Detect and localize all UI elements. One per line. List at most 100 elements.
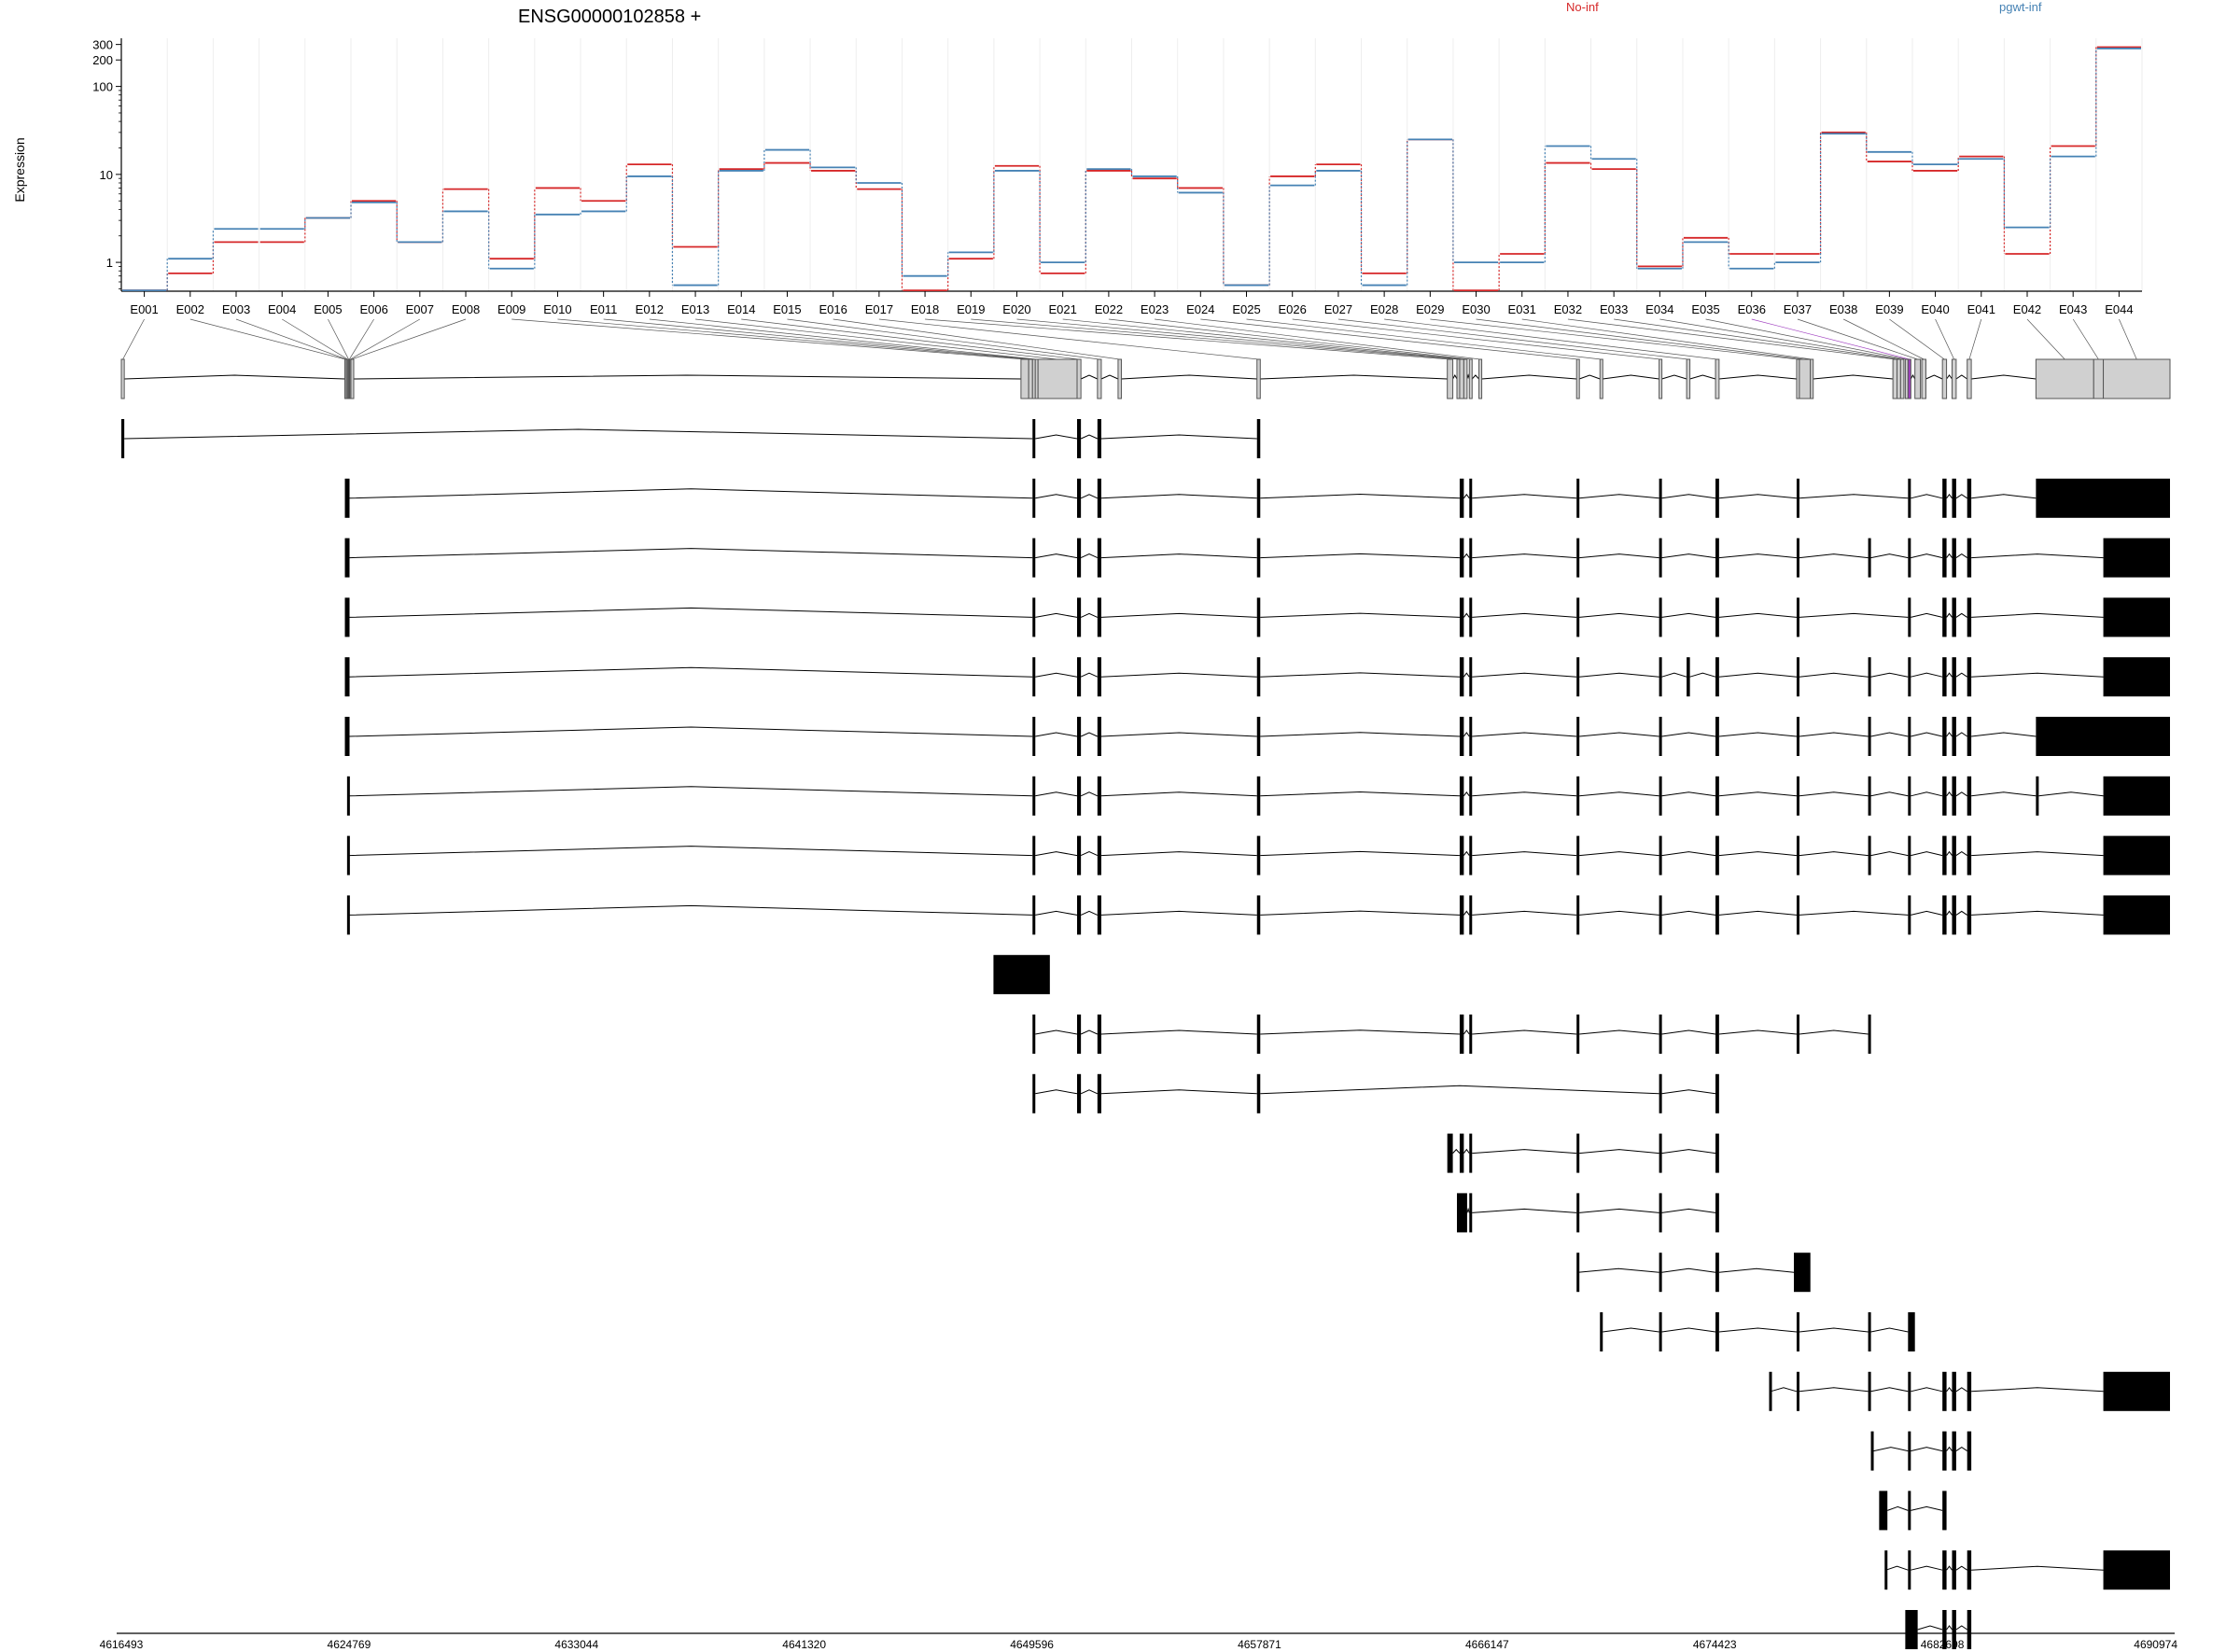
transcript-intron — [1579, 1208, 1659, 1213]
model-intron — [1080, 374, 1099, 380]
grid-lines — [120, 38, 2143, 291]
transcript-intron — [1472, 1029, 1577, 1035]
model-exon — [1463, 358, 1468, 399]
y-axis-label: Expression — [12, 137, 27, 202]
transcript-exon — [1952, 895, 1956, 935]
exon-connector — [511, 318, 1026, 360]
transcript-exon — [1256, 478, 1261, 518]
transcript — [346, 776, 2170, 816]
transcript-exon — [1077, 895, 1082, 935]
genome-tick-label: 4624769 — [328, 1638, 371, 1651]
transcript-exon — [1032, 776, 1036, 816]
transcript-exon — [1687, 657, 1690, 697]
transcript-exon — [1459, 1133, 1464, 1173]
transcript-exon — [1032, 1073, 1036, 1113]
transcript-exon — [1659, 717, 1662, 756]
transcript-intron — [1463, 672, 1470, 678]
transcript-intron — [1799, 494, 1909, 499]
exon-label: E042 — [2013, 302, 2041, 316]
transcript-exon — [1256, 776, 1261, 816]
transcript-intron — [1472, 910, 1577, 916]
transcript-intron — [1718, 851, 1798, 857]
transcript-intron — [1971, 1387, 2104, 1393]
transcript-intron — [1955, 494, 1967, 499]
exon-label: E019 — [957, 302, 985, 316]
exon-label: E006 — [359, 302, 387, 316]
exon-label: E005 — [314, 302, 342, 316]
transcript-exon — [1868, 835, 1871, 875]
exon-labels: E001 E002 E003 E004 E005 E006 E007 E008 E009 E010… — [130, 302, 2133, 316]
transcript-intron — [1946, 791, 1953, 797]
transcript-intron — [1917, 1625, 1943, 1631]
transcript-exon — [1077, 1015, 1082, 1054]
transcript-intron — [1579, 494, 1659, 499]
transcript-intron — [1955, 910, 1967, 916]
transcript-intron — [1946, 1565, 1953, 1571]
transcript — [344, 597, 2170, 637]
transcript-intron — [349, 786, 1033, 797]
transcript-intron — [1911, 910, 1943, 916]
exon-connector — [2119, 318, 2137, 360]
transcript-intron — [1946, 493, 1953, 499]
transcript-exon — [1908, 895, 1911, 935]
transcript-exon — [1097, 895, 1101, 935]
transcript-intron — [1080, 1089, 1099, 1095]
transcript-intron — [1579, 851, 1659, 857]
exon-connector — [328, 318, 349, 360]
model-exon — [1686, 358, 1691, 399]
transcript-exon — [1469, 776, 1473, 816]
transcript — [1576, 1253, 1811, 1293]
transcript-intron — [1885, 1565, 1909, 1571]
model-exon — [1799, 358, 1812, 399]
transcript-exon — [1659, 1015, 1662, 1054]
transcript-intron — [1579, 1149, 1659, 1155]
transcript — [1870, 1431, 1972, 1471]
transcript-intron — [1080, 494, 1099, 499]
transcript-exon — [1077, 1073, 1082, 1113]
transcript-exon — [1794, 1253, 1811, 1293]
transcript-intron — [1579, 672, 1659, 678]
transcript-intron — [1718, 553, 1798, 559]
transcript-exon — [1942, 597, 1947, 637]
transcript-exon — [1097, 538, 1101, 578]
model-exon — [120, 358, 125, 399]
transcript-exon — [1659, 538, 1662, 578]
transcript-intron — [1100, 494, 1257, 499]
transcript-exon — [1659, 657, 1662, 697]
transcript-exon — [1868, 538, 1871, 578]
transcript-exon — [1715, 1253, 1719, 1293]
exon-connector — [350, 318, 421, 360]
transcript-exon — [1576, 717, 1580, 756]
y-tick-label: 100 — [92, 80, 113, 94]
transcript-exon — [1967, 657, 1972, 697]
transcript-intron — [1579, 1029, 1659, 1035]
model-exon — [1914, 358, 1922, 399]
transcript-exon — [1868, 776, 1871, 816]
transcript-exon — [1942, 478, 1947, 518]
transcript-intron — [1260, 494, 1460, 499]
exon-label: E002 — [176, 302, 204, 316]
exon-label: E020 — [1002, 302, 1030, 316]
transcript-exon — [344, 478, 350, 518]
transcript-exon — [2036, 478, 2170, 518]
model-intron — [1946, 374, 1953, 380]
model-exon — [1478, 358, 1483, 399]
exon-label: E018 — [911, 302, 939, 316]
transcript-exon — [1967, 776, 1972, 816]
transcript-intron — [1799, 612, 1909, 618]
exon-label: E021 — [1049, 302, 1077, 316]
transcript-intron — [1100, 791, 1257, 797]
transcript-intron — [1799, 1029, 1869, 1035]
transcript-exon — [1908, 776, 1911, 816]
transcript — [344, 478, 2170, 518]
exon-connector — [122, 318, 145, 360]
model-exon — [1941, 358, 1948, 399]
transcript-intron — [1472, 553, 1577, 559]
exon-connector — [1384, 318, 1717, 360]
transcript-exon — [1908, 1371, 1911, 1411]
transcript-intron — [1080, 732, 1099, 737]
exon-label: E015 — [773, 302, 801, 316]
model-intron — [1955, 374, 1967, 380]
